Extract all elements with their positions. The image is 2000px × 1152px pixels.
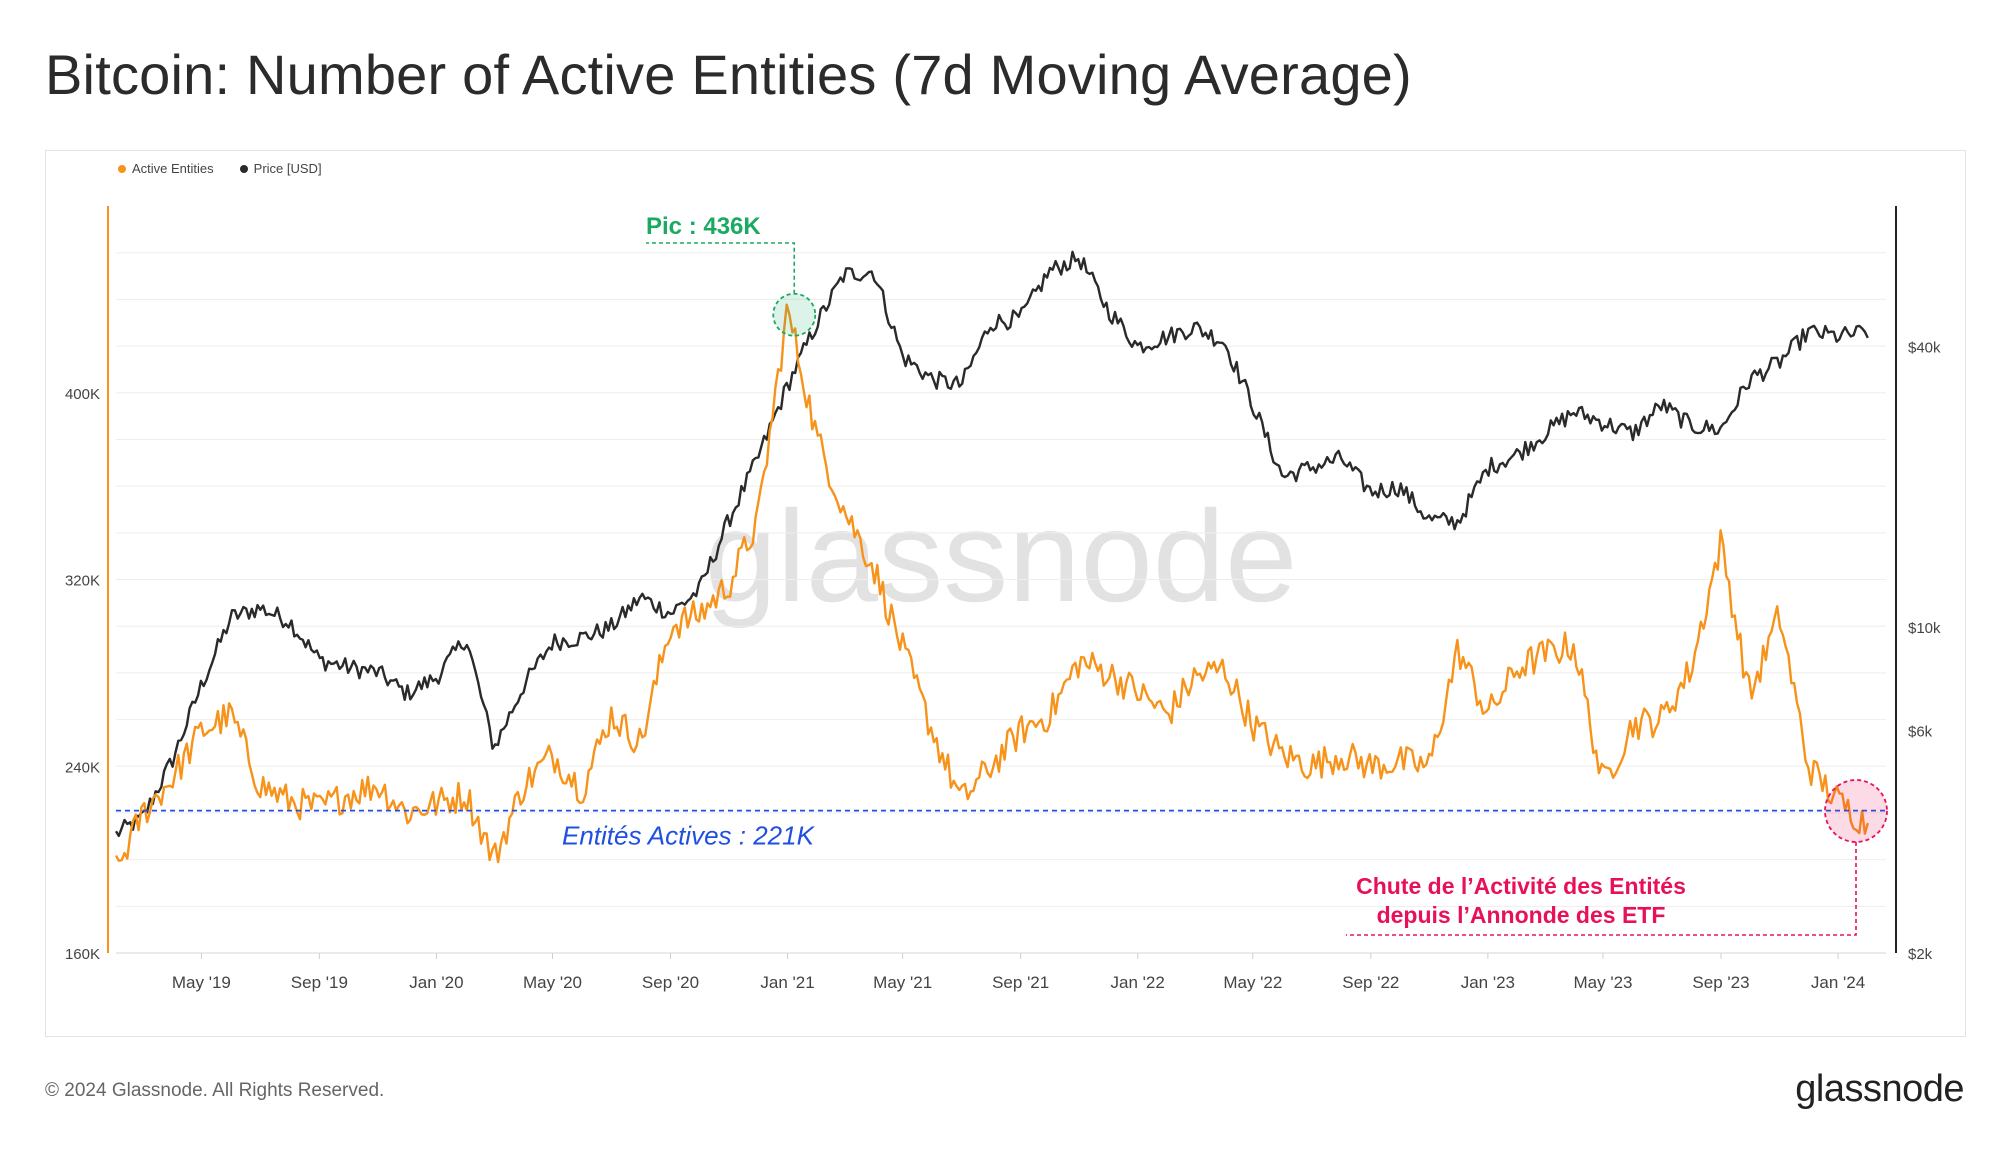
y-right-tick-label: $10k [1908,620,1941,637]
x-tick-label: May '20 [523,973,582,992]
y-left-tick-label: 160K [65,946,100,963]
y-right-tick-label: $6k [1908,724,1933,741]
y-left-tick-label: 320K [65,573,100,590]
legend-dot-orange [118,164,126,173]
watermark: glassnode [705,483,1298,629]
legend-label-price: Price [USD] [253,161,322,176]
x-tick-label: May '22 [1223,973,1282,992]
y-left-tick-label: 400K [65,386,100,403]
gridlines [116,252,1886,907]
legend-label-active-entities: Active Entities [132,161,214,176]
legend-item-price[interactable]: Price [USD] [239,161,322,176]
peak-leader-line [646,242,796,294]
chart-title: Bitcoin: Number of Active Entities (7d M… [45,43,1412,106]
series-price-line [114,250,1869,838]
x-tick-label: Jan '21 [760,973,814,992]
footer-copyright: © 2024 Glassnode. All Rights Reserved. [45,1080,385,1101]
series-active-entities-line [114,303,1869,864]
x-tick-label: Jan '24 [1811,973,1865,992]
x-tick-label: Jan '20 [409,973,463,992]
chart-panel: Active Entities Price [USD] glassnode Ma… [45,150,1966,1037]
x-tick-label: Sep '22 [1342,973,1399,992]
x-tick-label: Jan '23 [1461,973,1515,992]
legend-item-active-entities[interactable]: Active Entities [118,161,214,176]
x-tick-label: Sep '19 [291,973,348,992]
brand-logo: glassnode [1795,1068,1964,1110]
support-label: Entités Actives : 221K [562,821,816,851]
x-tick-label: Sep '23 [1692,973,1749,992]
x-tick-label: Jan '22 [1111,973,1165,992]
drop-label-line2: depuis l’Annonde des ETF [1377,902,1666,928]
y-left-tick-label: 240K [65,759,100,776]
drop-marker [1824,779,1888,843]
x-tick-label: May '23 [1573,973,1632,992]
drop-leader-line [1346,842,1857,936]
chart-legend: Active Entities Price [USD] [118,161,322,176]
legend-dot-dark [239,164,248,173]
y-right-tick-label: $2k [1908,946,1933,963]
x-tick-label: May '19 [172,973,231,992]
series-layer [114,250,1869,864]
x-tick-label: Sep '20 [642,973,699,992]
x-tick-label: Sep '21 [992,973,1049,992]
annotations: Entités Actives : 221K Pic : 436K Chute de… [116,213,1888,936]
x-tick-label: May '21 [873,973,932,992]
drop-label-line1: Chute de l’Activité des Entités [1356,873,1686,899]
y-right-tick-label: $40k [1908,339,1941,356]
axes: May '19 Sep '19 Jan '20 May '20 Sep '20 Jan '… [65,206,1941,992]
chart-svg: glassnode May '19 Sep '19 Jan '20 May '20 Se… [65,206,1941,992]
peak-label: Pic : 436K [646,213,761,240]
peak-marker [772,292,817,337]
